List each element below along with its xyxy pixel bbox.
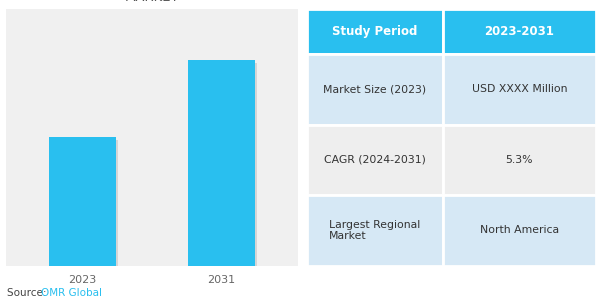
FancyBboxPatch shape — [443, 9, 596, 54]
FancyBboxPatch shape — [443, 54, 596, 125]
Bar — [188, 60, 255, 266]
Text: CAGR (2024-2031): CAGR (2024-2031) — [324, 155, 426, 165]
FancyBboxPatch shape — [307, 54, 443, 125]
Text: OMR Global: OMR Global — [41, 288, 102, 298]
Text: 2023-2031: 2023-2031 — [485, 25, 554, 38]
Bar — [51, 140, 117, 266]
Bar — [190, 63, 256, 266]
Text: 5.3%: 5.3% — [506, 155, 533, 165]
FancyBboxPatch shape — [307, 125, 443, 195]
FancyBboxPatch shape — [307, 9, 443, 54]
Text: North America: North America — [480, 226, 559, 236]
Bar — [49, 137, 116, 266]
Text: Source:: Source: — [7, 288, 50, 298]
Title: OILFIELD AUXILIARY RENTAL EQUIPMENT
MARKET: OILFIELD AUXILIARY RENTAL EQUIPMENT MARK… — [18, 0, 286, 4]
FancyBboxPatch shape — [307, 195, 443, 266]
Text: Largest Regional
Market: Largest Regional Market — [329, 220, 421, 241]
Text: USD XXXX Million: USD XXXX Million — [471, 84, 567, 94]
Text: Market Size (2023): Market Size (2023) — [323, 84, 426, 94]
FancyBboxPatch shape — [443, 125, 596, 195]
Text: Study Period: Study Period — [332, 25, 418, 38]
FancyBboxPatch shape — [443, 195, 596, 266]
